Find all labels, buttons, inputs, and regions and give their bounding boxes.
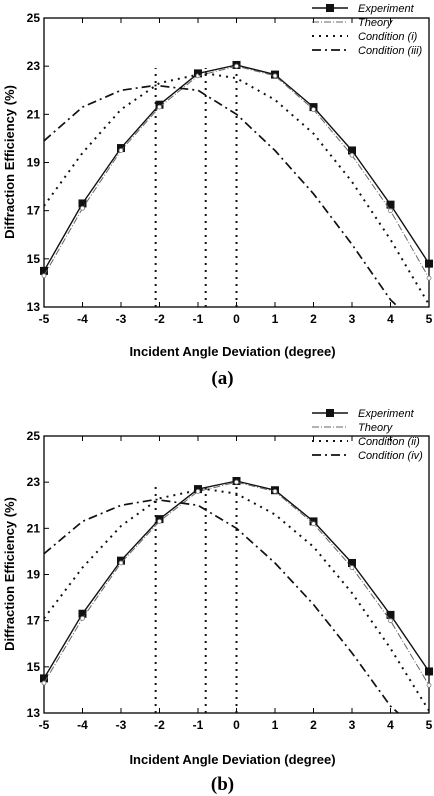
panel-label: (b)	[211, 774, 234, 795]
panel-label: (a)	[211, 368, 233, 389]
data-point	[388, 208, 393, 214]
legend-label: Condition (i)	[358, 31, 418, 43]
x-tick-label: 1	[272, 718, 279, 732]
data-point	[234, 479, 239, 485]
x-tick-label: -3	[116, 312, 127, 326]
legend-marker	[326, 409, 334, 417]
y-tick-label: 13	[27, 300, 41, 314]
data-point	[155, 100, 164, 109]
data-point	[40, 266, 48, 275]
data-point	[388, 618, 393, 624]
x-axis-label: Incident Angle Deviation (degree)	[129, 752, 335, 767]
y-tick-label: 15	[27, 660, 41, 674]
data-point	[195, 488, 201, 494]
x-tick-label: 3	[349, 718, 356, 732]
data-point	[157, 104, 162, 110]
x-tick-label: 2	[310, 718, 317, 732]
x-tick-label: 5	[426, 718, 433, 732]
legend-marker	[326, 4, 334, 12]
data-point	[157, 519, 162, 524]
legend-label: Condition (iv)	[358, 450, 423, 462]
data-point	[118, 148, 124, 153]
chart-panel: -5 -4 -3 -2 -1 0 1 2 3 4 513151719212325Experiment…	[2, 408, 433, 795]
x-tick-label: -5	[39, 312, 50, 326]
data-point	[426, 275, 432, 281]
data-point	[118, 560, 124, 566]
y-tick-label: 19	[27, 156, 41, 170]
data-point	[194, 69, 202, 78]
x-tick-label: -2	[154, 718, 165, 732]
y-tick-label: 25	[27, 429, 41, 443]
legend-label: Theory	[358, 17, 394, 29]
y-tick-label: 15	[27, 252, 41, 266]
y-axis-label: Diffraction Efficiency (%)	[2, 497, 17, 651]
x-tick-label: -3	[116, 718, 127, 732]
series-line	[44, 72, 429, 306]
data-point	[80, 205, 85, 211]
data-point	[41, 680, 47, 686]
y-tick-label: 25	[27, 11, 41, 25]
data-point	[78, 199, 87, 208]
x-tick-label: 0	[233, 718, 240, 732]
x-tick-label: 5	[426, 312, 433, 326]
legend-label: Condition (ii)	[358, 436, 420, 448]
x-tick-label: -1	[193, 718, 204, 732]
data-point	[272, 488, 278, 494]
y-axis-label: Diffraction Efficiency (%)	[2, 85, 17, 239]
data-point	[349, 152, 355, 158]
y-tick-label: 17	[27, 204, 41, 218]
data-point	[348, 558, 356, 567]
legend-label: Experiment	[358, 3, 415, 15]
data-point	[272, 73, 278, 79]
data-point	[349, 565, 355, 570]
data-point	[311, 521, 316, 527]
data-point	[426, 682, 432, 688]
data-point	[80, 615, 85, 621]
data-point	[234, 63, 239, 69]
legend-label: Experiment	[358, 408, 415, 420]
data-point	[309, 103, 318, 112]
x-tick-label: 4	[387, 718, 394, 732]
x-tick-label: -4	[77, 718, 88, 732]
data-point	[311, 107, 316, 112]
chart-panel: -5 -4 -3 -2 -1 0 1 2 3 4 513151719212325Experiment…	[2, 3, 433, 389]
series-line	[44, 498, 399, 713]
y-tick-label: 19	[27, 568, 41, 582]
x-tick-label: -5	[39, 718, 50, 732]
x-tick-label: 2	[310, 312, 317, 326]
x-axis-label: Incident Angle Deviation (degree)	[129, 344, 335, 359]
y-tick-label: 21	[27, 107, 41, 121]
data-point	[425, 259, 433, 268]
x-tick-label: -4	[77, 312, 88, 326]
data-point	[348, 146, 356, 155]
x-tick-label: 3	[349, 312, 356, 326]
data-point	[41, 273, 47, 279]
y-tick-label: 17	[27, 614, 41, 628]
y-tick-label: 23	[27, 475, 41, 489]
legend-label: Condition (iii)	[358, 45, 423, 57]
x-tick-label: 0	[233, 312, 240, 326]
data-point	[40, 674, 48, 683]
data-point	[386, 610, 395, 619]
series-line	[44, 481, 429, 686]
x-tick-label: 1	[272, 312, 279, 326]
y-tick-label: 23	[27, 59, 41, 73]
x-tick-label: -1	[193, 312, 204, 326]
series-line	[44, 84, 399, 307]
x-tick-label: 4	[387, 312, 394, 326]
legend-label: Theory	[358, 422, 394, 434]
data-point	[425, 667, 433, 676]
y-tick-label: 21	[27, 521, 41, 535]
x-tick-label: -2	[154, 312, 165, 326]
data-point	[386, 200, 395, 209]
y-tick-label: 13	[27, 706, 41, 720]
data-point	[117, 144, 125, 153]
data-point	[78, 609, 87, 618]
